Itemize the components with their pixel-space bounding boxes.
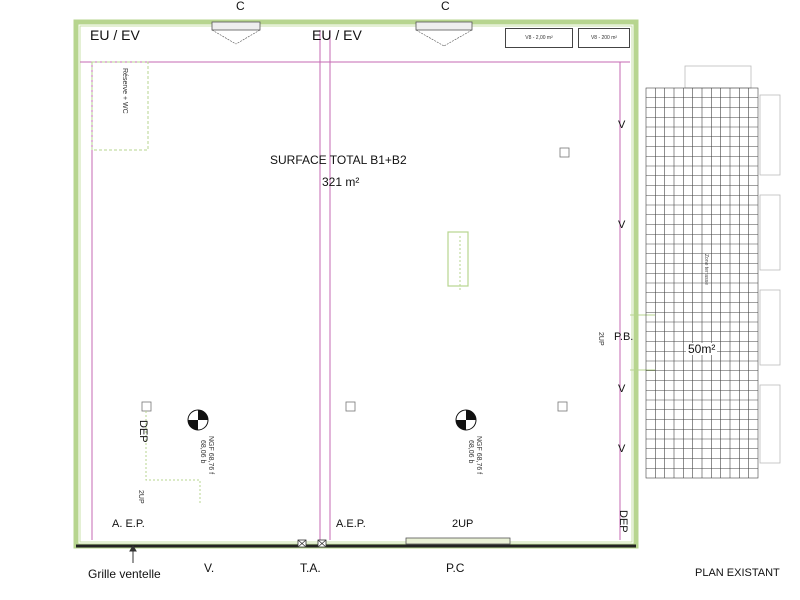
legend-1-text: V8 - 2,00 m² (525, 35, 553, 41)
v-mark-4: V (618, 443, 626, 455)
pb-opening (630, 314, 655, 371)
grille-arrow (129, 545, 137, 563)
ngf-left-line1: NGF 68,76 f (207, 436, 214, 475)
v-mark-1: V (618, 119, 626, 131)
interior-lines (80, 30, 630, 540)
entrance-door (405, 537, 511, 545)
terrace-zone-label: Zone terrasse (703, 254, 709, 285)
dep-left-label: DEP (137, 420, 149, 443)
ta-label: T.A. (300, 561, 321, 575)
eu-ev-left-label: EU / EV (90, 27, 140, 43)
square-fixtures (141, 147, 570, 412)
aep-mid-label: A.E.P. (336, 518, 366, 530)
ngf-right-line1: NGF 68,76 f (475, 436, 482, 475)
vent-unit-left (211, 21, 261, 45)
v-bottom-label: V. (204, 561, 215, 575)
terrace-zone (645, 65, 781, 479)
eu-ev-mid-label: EU / EV (312, 27, 362, 43)
surface-area-label: 321 m² (322, 175, 360, 189)
level-marker-left (187, 409, 209, 431)
drain-lines (145, 236, 461, 505)
ta-symbols (297, 539, 327, 548)
level-marker-right (455, 409, 477, 431)
up-bottom-label: 2UP (452, 518, 474, 530)
surface-total-label: SURFACE TOTAL B1+B2 (270, 153, 407, 167)
top-c-right-label: C (441, 0, 450, 13)
v-mark-3: V (618, 383, 626, 395)
reserve-label: Réserve + WC (121, 68, 128, 114)
ngf-left-line2: 68,06 b (199, 440, 206, 464)
v-mark-2: V (618, 219, 626, 231)
center-fixture (447, 231, 469, 287)
plan-existant-label: PLAN EXISTANT (695, 567, 780, 579)
outer-walls (73, 19, 639, 549)
reserve-room (91, 61, 149, 151)
ngf-right-line2: 68,06 b (467, 440, 474, 464)
up-left-low-label: 2UP (137, 490, 144, 504)
legend-box-1: V8 - 2,00 m² (505, 28, 573, 48)
aep-left-label: A. E.P. (112, 518, 145, 530)
dep-right-label: DEP (617, 510, 629, 533)
pc-label: P.C (446, 561, 465, 575)
terrace-grid (645, 87, 759, 479)
legend-box-2: V8 - 200 m² (578, 28, 630, 48)
vent-unit-right (415, 21, 473, 47)
grille-label: Grille ventelle (88, 567, 161, 581)
legend-2-text: V8 - 200 m² (590, 35, 618, 41)
pb-up-label: 2UP (597, 332, 604, 346)
terrace-area-label: 50m² (686, 342, 718, 356)
top-c-left-label: C (236, 0, 245, 13)
pb-label: P.B. (614, 331, 634, 343)
